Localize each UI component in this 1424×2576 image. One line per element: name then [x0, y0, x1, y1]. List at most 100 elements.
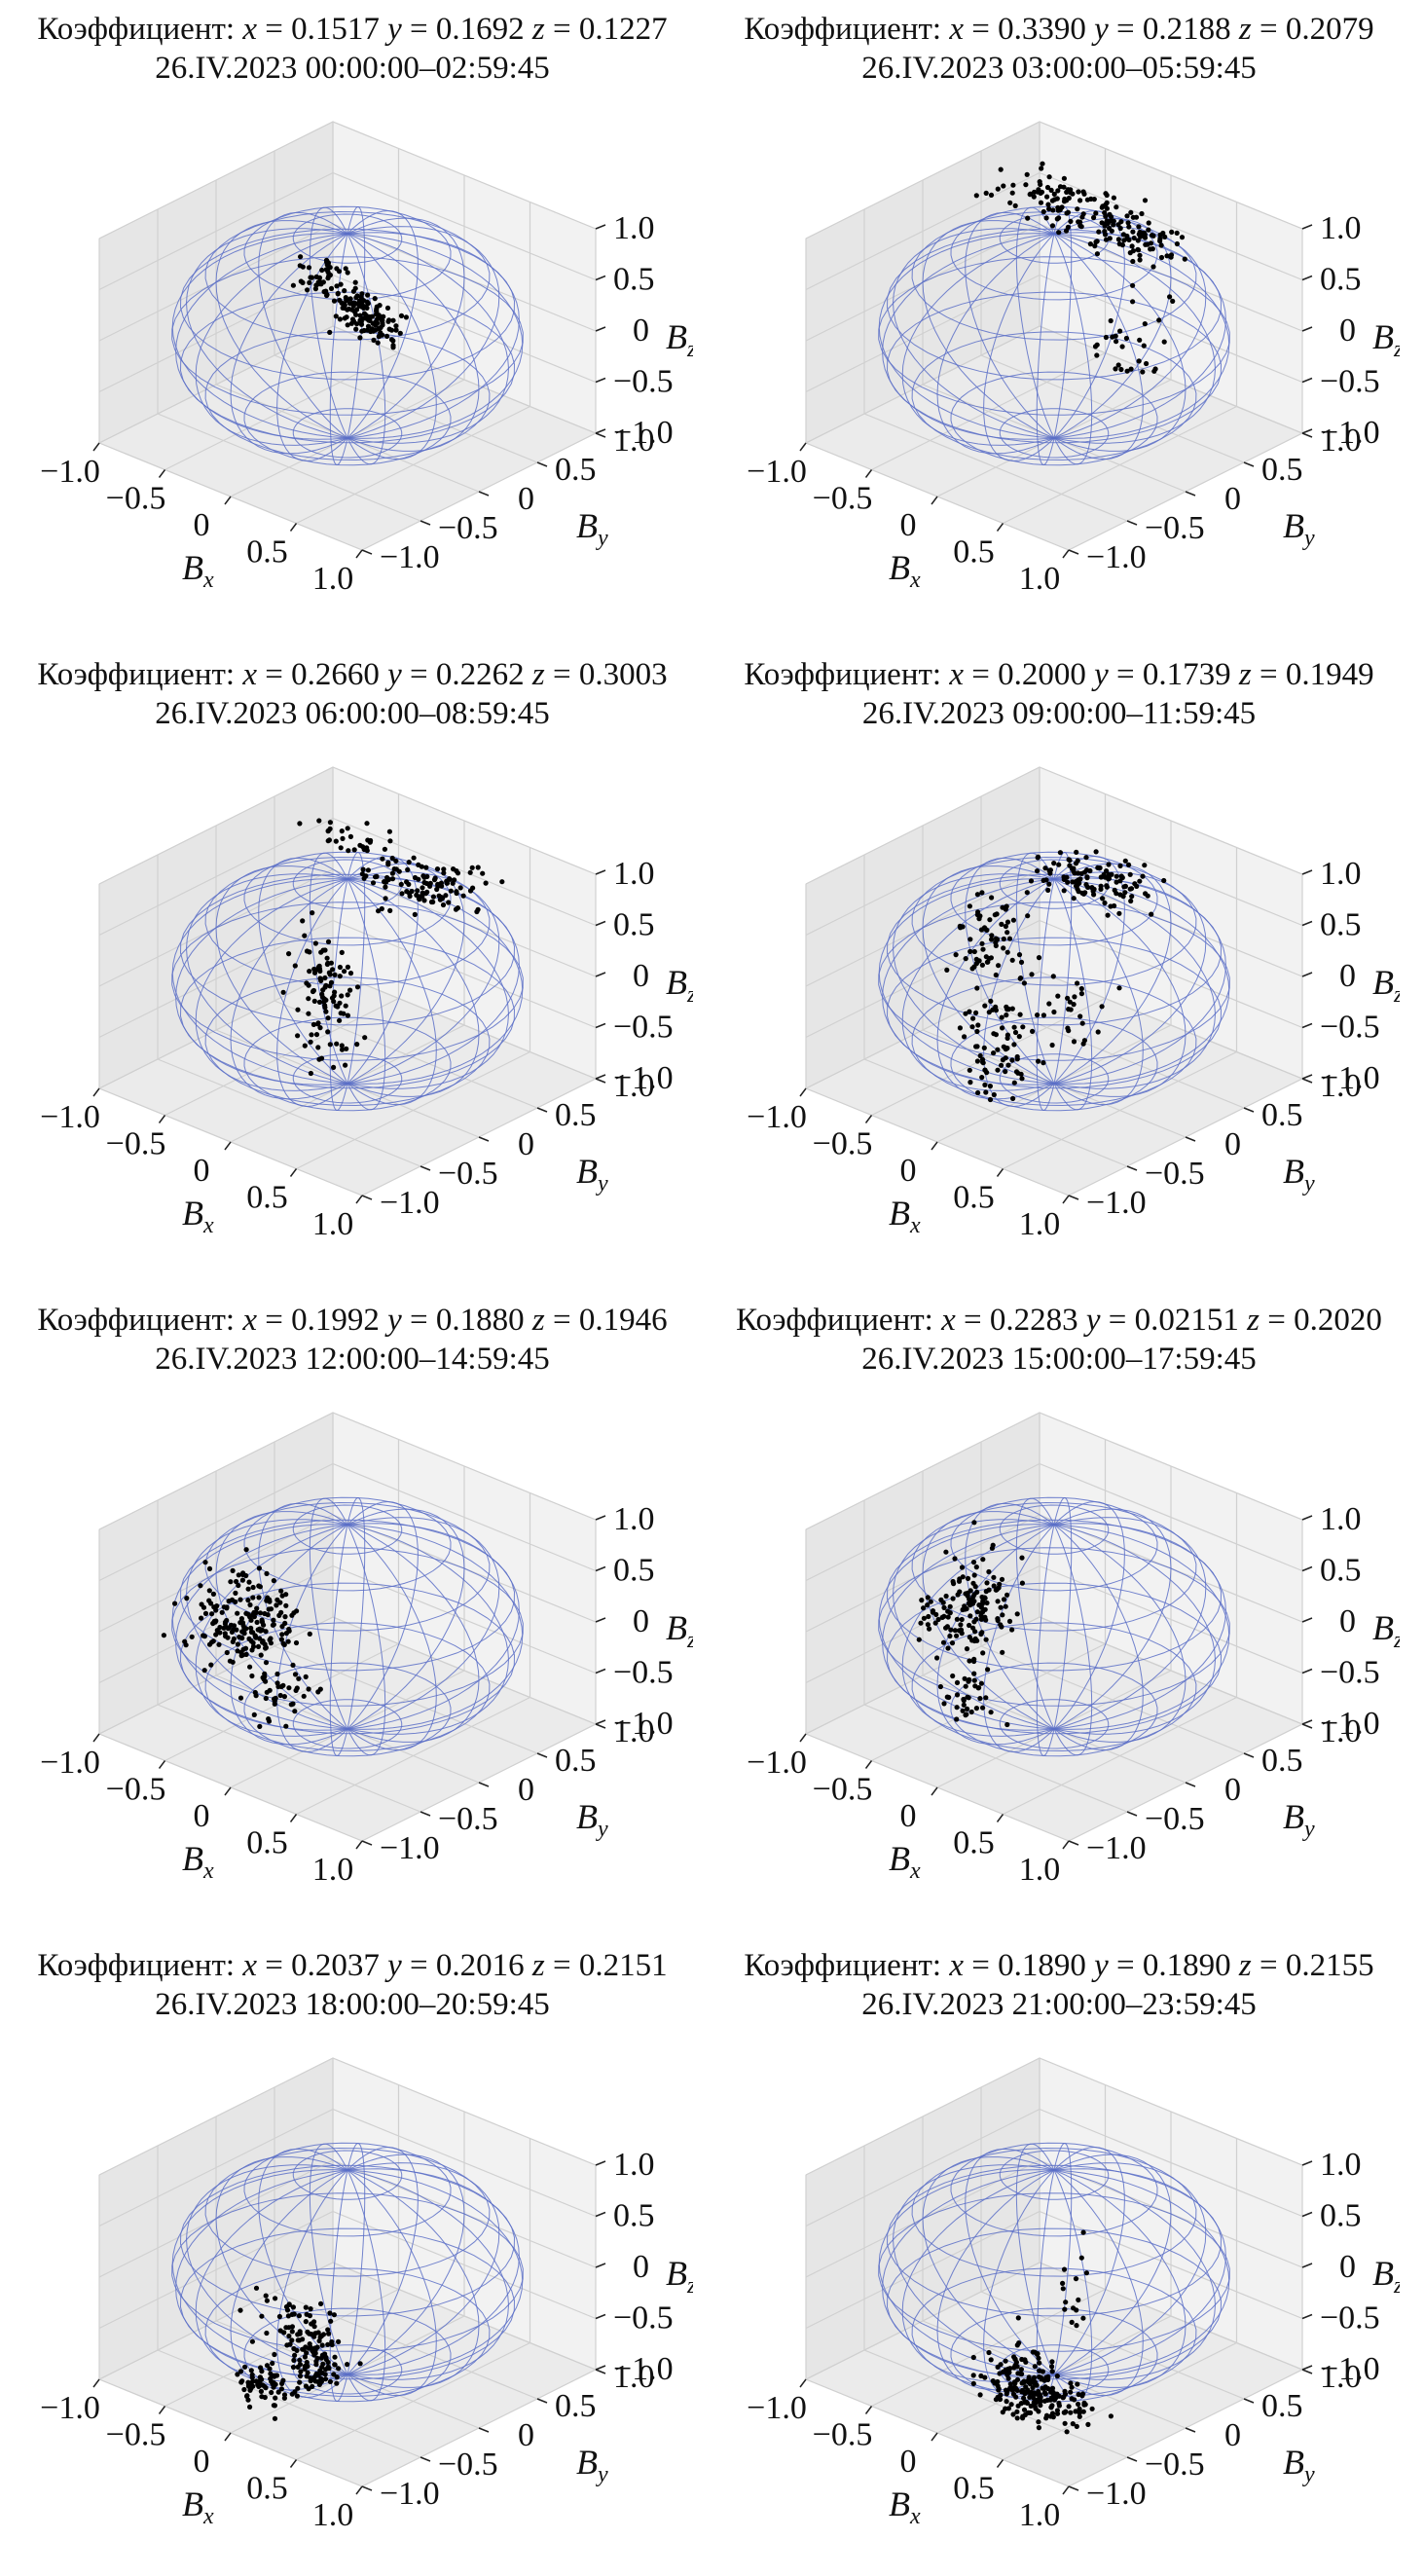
data-point	[1019, 2371, 1025, 2377]
data-point	[1018, 2367, 1024, 2373]
data-point	[274, 1602, 279, 1608]
data-point	[346, 848, 351, 854]
z-tick-mark	[595, 2365, 606, 2371]
y-tick-label: 1.0	[1320, 2359, 1362, 2395]
wireframe-sphere	[878, 851, 1230, 1112]
data-point	[1004, 919, 1011, 925]
data-point	[1020, 2415, 1026, 2421]
data-point	[214, 1603, 220, 1609]
data-point	[1075, 206, 1080, 212]
data-point	[1037, 2360, 1042, 2366]
data-point	[225, 1635, 231, 1640]
data-point	[441, 870, 447, 876]
data-point	[1006, 1618, 1013, 1624]
x-tick-mark	[92, 442, 100, 452]
y-tick-label: 0.5	[1261, 1743, 1303, 1779]
data-point	[217, 1624, 223, 1631]
data-point	[287, 2341, 293, 2347]
x-tick-mark	[158, 1760, 166, 1769]
data-point	[1137, 252, 1143, 258]
data-point	[1043, 2374, 1049, 2380]
data-point	[1014, 1611, 1020, 1617]
data-point	[972, 1584, 978, 1590]
y-tick-mark	[361, 1840, 373, 1846]
x-tick-mark	[931, 1786, 938, 1796]
data-point	[960, 1574, 966, 1580]
data-point	[297, 2379, 303, 2385]
data-point	[946, 1694, 952, 1701]
z-tick-label: 0	[633, 1603, 649, 1639]
data-point	[301, 1693, 307, 1699]
data-point	[971, 1619, 977, 1625]
data-point	[982, 1614, 988, 1620]
data-point	[352, 279, 358, 285]
data-point	[411, 855, 417, 861]
x-tick-label: 1.0	[312, 561, 354, 597]
coefficient-line: Коэффициент: x = 0.2660 y = 0.2262 z = 0…	[37, 657, 668, 692]
data-point	[281, 2395, 287, 2401]
x-tick-mark	[92, 2378, 100, 2388]
y-axis-label: By	[576, 2443, 608, 2487]
data-point	[941, 1604, 947, 1610]
data-point	[277, 2328, 283, 2334]
data-point	[1098, 874, 1104, 880]
data-point	[988, 2357, 994, 2363]
data-point	[1007, 2381, 1013, 2387]
data-point	[1116, 241, 1122, 247]
data-point	[1051, 2397, 1057, 2403]
data-point	[1065, 879, 1071, 885]
data-point	[356, 303, 362, 309]
data-point	[1024, 171, 1030, 177]
data-point	[1170, 298, 1176, 304]
data-point	[307, 1631, 312, 1637]
data-point	[360, 866, 366, 872]
data-point	[300, 279, 306, 285]
data-point	[1062, 2306, 1068, 2312]
x-ticks: −1.0−0.5 0 0.5 1.0	[747, 1087, 1070, 1242]
data-point	[1037, 2374, 1042, 2380]
x-tick-mark	[224, 2432, 232, 2442]
data-point	[979, 890, 985, 896]
data-point	[383, 884, 388, 890]
data-point	[365, 867, 371, 873]
subplot-title: Коэффициент: x = 0.1992 y = 0.1880 z = 0…	[12, 1301, 693, 1379]
data-point	[941, 1701, 947, 1707]
data-point	[1041, 1060, 1046, 1066]
data-point	[231, 1627, 237, 1633]
data-point	[1076, 189, 1081, 195]
data-point	[1055, 188, 1061, 194]
data-point	[1019, 1580, 1025, 1586]
data-point	[367, 317, 373, 323]
data-point	[998, 166, 1004, 172]
data-point	[1009, 1627, 1015, 1633]
y-tick-mark	[595, 1723, 606, 1729]
data-point	[1012, 1029, 1019, 1036]
data-point	[925, 1595, 931, 1601]
data-point	[427, 883, 433, 889]
data-point	[999, 1576, 1005, 1582]
data-point	[988, 1710, 994, 1715]
data-point	[969, 1024, 975, 1030]
data-point	[1062, 2388, 1068, 2394]
data-point	[281, 1694, 287, 1700]
data-point	[1075, 980, 1080, 986]
subplot-1: 1.00.50−0.5−1.0Bz1.00.50−0.5−1.0By−1.0−0…	[12, 10, 693, 633]
x-tick-mark	[289, 523, 298, 532]
data-point	[246, 1579, 252, 1585]
data-point	[971, 1677, 977, 1683]
data-point	[241, 2386, 247, 2393]
data-point	[971, 1671, 977, 1676]
data-point	[475, 865, 481, 870]
data-point	[1036, 1058, 1041, 1064]
data-point	[209, 1611, 215, 1617]
data-point	[358, 294, 364, 300]
data-point	[270, 2360, 275, 2367]
data-point	[254, 1619, 260, 1625]
data-point	[995, 1599, 1001, 1604]
data-point	[240, 1652, 246, 1658]
data-point	[964, 1711, 969, 1717]
data-point	[277, 1692, 283, 1699]
data-point	[311, 2324, 317, 2330]
data-point	[990, 1542, 996, 1548]
data-point	[336, 2366, 342, 2372]
